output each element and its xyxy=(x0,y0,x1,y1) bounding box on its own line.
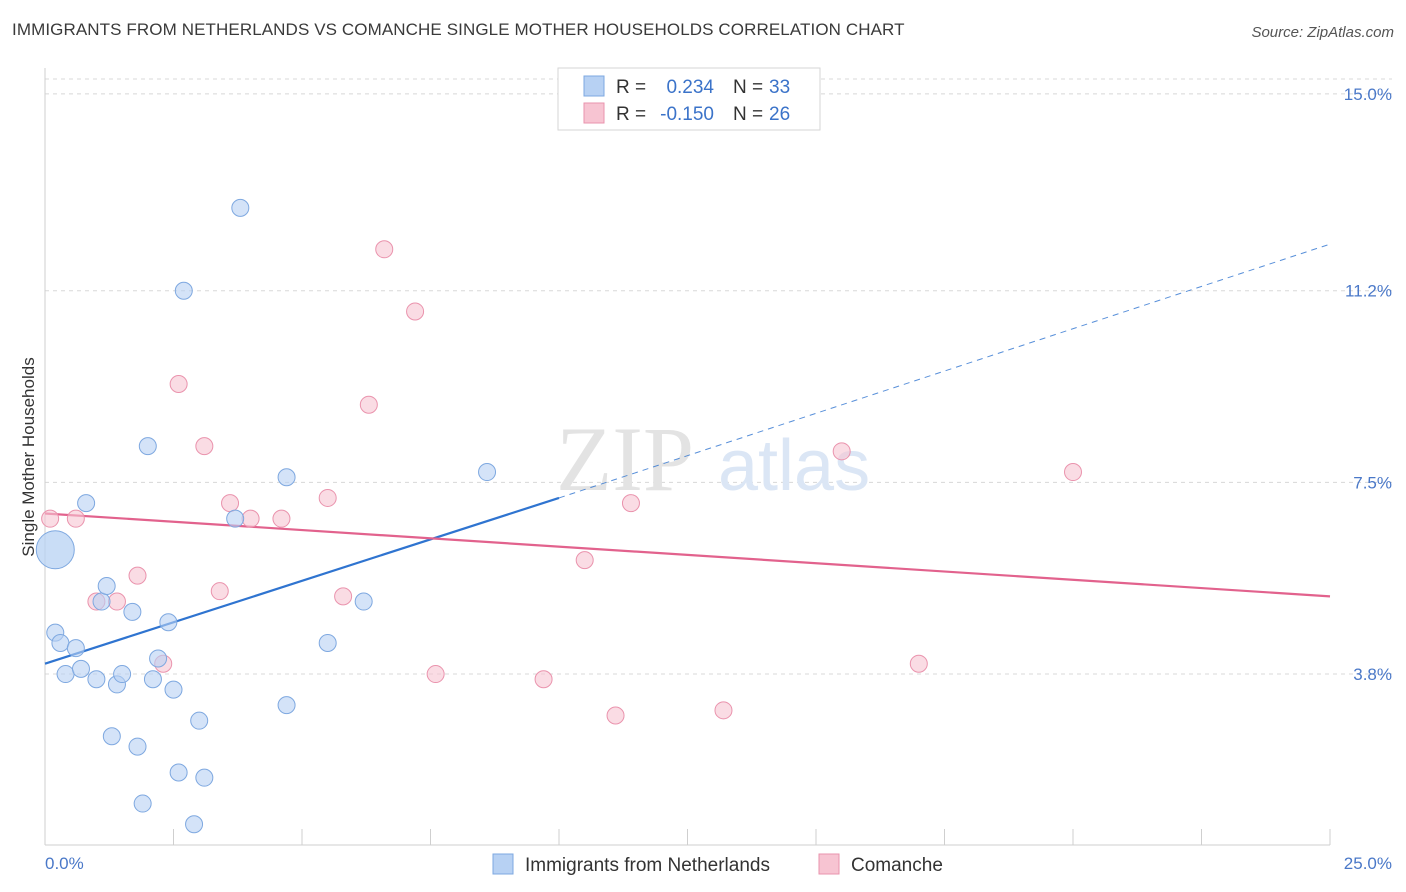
gridlines xyxy=(45,78,1392,675)
comanche-point xyxy=(606,706,625,725)
comanche-point xyxy=(714,701,733,720)
x-tick-label-max: 25.0% xyxy=(1344,854,1392,873)
comanche-point xyxy=(359,395,378,414)
netherlands-point xyxy=(71,659,90,678)
netherlands-point xyxy=(159,613,178,632)
legend-swatch-blue xyxy=(583,75,605,97)
legend-n-value-1: 33 xyxy=(769,77,790,98)
source-label: Source: ZipAtlas.com xyxy=(1251,24,1394,41)
series-legend-label-netherlands: Immigrants from Netherlands xyxy=(525,855,770,876)
watermark: ZIP atlas xyxy=(556,408,870,510)
comanche-point xyxy=(169,374,188,393)
watermark-zip: ZIP xyxy=(556,408,694,510)
netherlands-point xyxy=(128,737,147,756)
netherlands-point xyxy=(231,198,250,217)
x-axis-ticks xyxy=(44,829,1331,845)
comanche-point xyxy=(128,566,147,585)
comanche-point xyxy=(909,654,928,673)
comanche-point xyxy=(534,670,553,689)
comanche-point xyxy=(406,302,425,321)
series-legend: Immigrants from Netherlands Comanche xyxy=(492,853,943,876)
comanche-point xyxy=(272,509,291,528)
netherlands-point xyxy=(51,633,70,652)
netherlands-point xyxy=(174,281,193,300)
legend-n-value-2: 26 xyxy=(769,104,790,125)
netherlands-point xyxy=(185,815,204,834)
y-tick-label: 11.2% xyxy=(1345,282,1392,301)
y-tick-label: 3.8% xyxy=(1353,665,1392,684)
legend-r-label-1: R = xyxy=(616,77,646,98)
netherlands-point xyxy=(123,602,142,621)
netherlands-point xyxy=(92,592,111,611)
comanche-point xyxy=(41,509,60,528)
netherlands-point xyxy=(97,577,116,595)
netherlands-point xyxy=(478,463,497,482)
netherlands-point xyxy=(169,763,188,782)
netherlands-point xyxy=(318,633,337,652)
netherlands-point xyxy=(164,680,183,699)
comanche-point xyxy=(575,551,594,570)
comanche-point xyxy=(334,587,353,606)
comanche-points xyxy=(41,240,1082,725)
x-tick-label-min: 0.0% xyxy=(45,854,84,873)
comanche-point xyxy=(1064,463,1082,482)
comanche-point xyxy=(107,592,126,611)
netherlands-point xyxy=(87,670,106,689)
comanche-trend-line xyxy=(44,512,1331,598)
legend-swatch-pink xyxy=(583,102,605,124)
watermark-atlas: atlas xyxy=(718,426,870,506)
comanche-point xyxy=(195,437,214,456)
comanche-point xyxy=(621,494,640,513)
legend-n-label-2: N = xyxy=(733,104,763,125)
netherlands-point xyxy=(143,670,162,689)
series-legend-swatch-netherlands xyxy=(492,853,514,875)
netherlands-point xyxy=(277,696,296,715)
netherlands-point xyxy=(138,437,157,456)
legend-r-value-1: 0.234 xyxy=(666,77,714,98)
comanche-point xyxy=(221,494,240,513)
netherlands-point xyxy=(195,768,214,787)
comanche-point xyxy=(241,509,260,528)
netherlands-point xyxy=(277,468,296,487)
netherlands-point xyxy=(77,494,96,513)
comanche-point xyxy=(210,582,229,601)
legend-n-label-1: N = xyxy=(733,77,763,98)
netherlands-points xyxy=(35,198,497,834)
netherlands-point xyxy=(35,530,75,570)
y-tick-label: 7.5% xyxy=(1353,473,1392,492)
netherlands-point xyxy=(113,665,132,684)
legend-r-label-2: R = xyxy=(616,104,646,125)
netherlands-point xyxy=(149,649,168,668)
netherlands-point xyxy=(66,639,85,658)
trend-lines xyxy=(44,243,1331,665)
netherlands-point xyxy=(354,592,373,611)
y-tick-labels: 3.8% 7.5% 11.2% 15.0% xyxy=(1344,85,1392,684)
comanche-point xyxy=(832,442,851,461)
comanche-point xyxy=(66,509,85,528)
comanche-point xyxy=(375,240,394,259)
stats-legend: R = 0.234 N = 33 R = -0.150 N = 26 xyxy=(557,67,821,131)
netherlands-trend-line xyxy=(44,496,560,665)
series-legend-label-comanche: Comanche xyxy=(851,855,943,876)
netherlands-point xyxy=(133,794,152,813)
chart-title: IMMIGRANTS FROM NETHERLANDS VS COMANCHE … xyxy=(12,20,905,39)
series-legend-swatch-comanche xyxy=(818,853,840,875)
comanche-point xyxy=(318,488,337,507)
netherlands-trend-extension xyxy=(558,243,1331,499)
netherlands-point xyxy=(102,727,121,746)
netherlands-point xyxy=(226,509,245,528)
y-tick-label: 15.0% xyxy=(1344,85,1392,104)
netherlands-point xyxy=(190,711,209,730)
comanche-point xyxy=(426,665,445,684)
netherlands-point xyxy=(56,665,75,684)
legend-r-value-2: -0.150 xyxy=(660,104,714,125)
y-axis-title: Single Mother Households xyxy=(19,357,38,556)
